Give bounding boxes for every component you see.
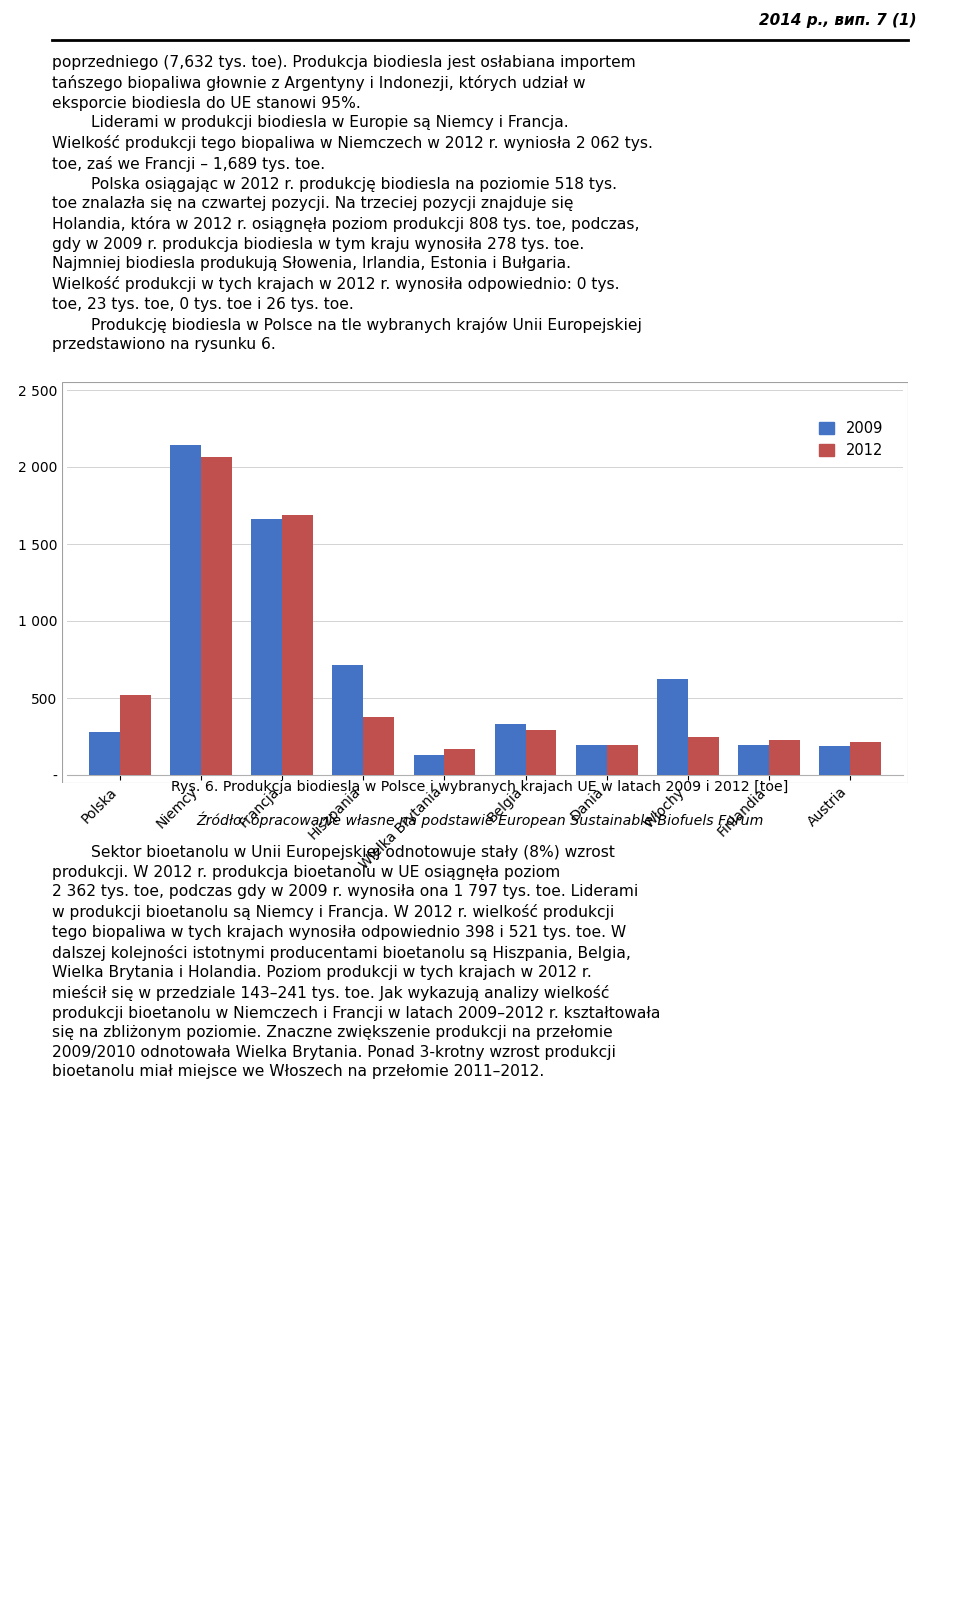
Legend: 2009, 2012: 2009, 2012 bbox=[815, 416, 887, 463]
Bar bbox=[170, 445, 201, 775]
Bar bbox=[414, 756, 444, 775]
Bar bbox=[688, 736, 719, 775]
Bar bbox=[363, 717, 395, 775]
Text: 2014 р., вип. 7 (1): 2014 р., вип. 7 (1) bbox=[759, 13, 917, 28]
Bar bbox=[525, 730, 557, 775]
Bar bbox=[494, 725, 525, 775]
Bar bbox=[607, 744, 637, 775]
Bar bbox=[820, 746, 851, 775]
Bar bbox=[576, 744, 607, 775]
Text: Sektor bioetanolu w Unii Europejskiej odnotowuje stały (8%) wzrost
produkcji. W : Sektor bioetanolu w Unii Europejskiej od… bbox=[52, 845, 660, 1079]
Text: Źródło: opracowanie własne na podstawie European Sustainable Biofuels Forum: Źródło: opracowanie własne na podstawie … bbox=[196, 811, 764, 828]
Bar bbox=[332, 665, 363, 775]
Text: poprzedniego (7,632 tys. toe). Produkcja biodiesla jest osłabiana importem
tańsz: poprzedniego (7,632 tys. toe). Produkcja… bbox=[52, 55, 653, 353]
Bar bbox=[252, 519, 282, 775]
Bar bbox=[120, 696, 151, 775]
Bar bbox=[657, 678, 688, 775]
Bar bbox=[444, 749, 475, 775]
Bar bbox=[89, 733, 120, 775]
Bar bbox=[769, 741, 800, 775]
Bar bbox=[201, 458, 231, 775]
Bar bbox=[282, 515, 313, 775]
Bar bbox=[851, 743, 881, 775]
Text: Rys. 6. Produkcja biodiesla w Polsce i wybranych krajach UE w latach 2009 i 2012: Rys. 6. Produkcja biodiesla w Polsce i w… bbox=[172, 780, 788, 794]
Bar bbox=[738, 744, 769, 775]
